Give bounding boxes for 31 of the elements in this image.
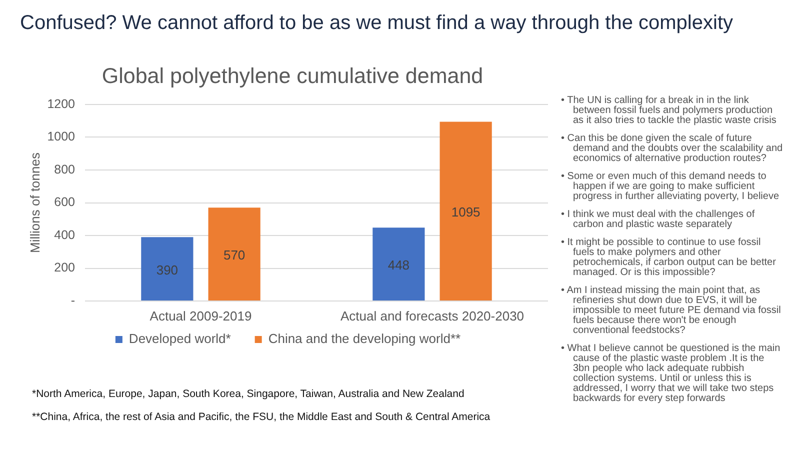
text: • Am I instead missing the main point that, as refineries shut down due to EVS, it will be impossible to meet future PE demand via fossil fuels because there won't be enough conventional feedstocks?: [561, 285, 782, 336]
text: • What I believe cannot be questioned is the main cause of the plastic waste problem .It is the 3bn people who lack adequate rubbish collection systems. Until or unless this is addressed, I worry that we will take two steps backwards for every step forwards: [561, 343, 782, 404]
y-tick-label: 800: [54, 162, 76, 176]
y-tick-label: 200: [54, 260, 76, 275]
x-tick-label: Actual 2009-2019: [150, 308, 252, 324]
bar: [372, 228, 425, 300]
y-tick-label: 1200: [47, 96, 76, 111]
legend-label: China and the developing world**: [268, 331, 461, 346]
text: • It might be possible to continue to use fossil fuels to make polymers and other petrochemicals, if carbon output can be better managed. Or is this impossible?: [561, 237, 777, 278]
y-tick-label: -: [70, 293, 75, 308]
data-label: 390: [156, 262, 178, 278]
data-label: 448: [388, 258, 410, 273]
chart-subtitle: Global polyethylene cumulative demand: [100, 64, 484, 89]
x-tick-label: Actual and forecasts 2020-2030: [340, 308, 524, 324]
text: • Some or even much of this demand needs to happen if we are going to make sufficient progress in further alleviating poverty, I believe: [561, 171, 780, 202]
bar: [440, 122, 492, 300]
text: **China, Africa, the rest of Asia and Pacific, the FSU, the Middle East and South & Central America: [32, 411, 490, 423]
bar: [141, 237, 194, 300]
y-tick-label: 600: [54, 195, 76, 210]
data-label: 1095: [451, 204, 480, 220]
text: *North America, Europe, Japan, South Korea, Singapore, Taiwan, Australia and New Zealand: [32, 388, 466, 400]
legend-label: Developed world*: [128, 331, 231, 346]
bar: [208, 208, 260, 300]
y-tick-label: 1000: [47, 130, 76, 144]
data-label: 570: [223, 248, 246, 263]
y-axis-title: Millions of tonnes: [27, 152, 42, 253]
text: • I think we must deal with the challenges of carbon and plastic waste separately: [561, 209, 756, 230]
y-tick-label: 400: [54, 228, 76, 242]
text: • Can this be done given the scale of future demand and the doubts over the scalability and economics of alternative production routes?: [561, 133, 783, 164]
chart-title: Confused? We cannot afford to be as we must find a way through the complexity: [20, 12, 733, 35]
text: • The UN is calling for a break in in the link between fossil fuels and polymers production as it also tries to tackle the plastic waste crisis: [561, 95, 778, 126]
